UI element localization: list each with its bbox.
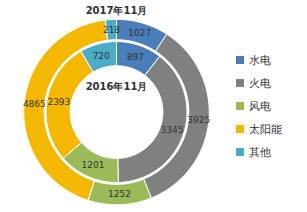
html-text:其他: 其他 (249, 145, 271, 159)
svg-text:1201: 1201 (82, 160, 105, 170)
svg-text:2393: 2393 (47, 97, 70, 107)
svg-text:218: 218 (103, 25, 120, 35)
svg-text:1027: 1027 (128, 28, 151, 38)
svg-text:2016年11月: 2016年11月 (86, 81, 148, 92)
svg-text:897: 897 (127, 52, 144, 62)
html-text:水电: 水电 (249, 53, 271, 67)
svg-text:2017年11月: 2017年11月 (86, 5, 148, 16)
svg-text:3925: 3925 (187, 115, 210, 125)
html-text:太阳能: 太阳能 (249, 122, 282, 136)
html-text:风电: 风电 (249, 99, 271, 113)
svg-text:3345: 3345 (161, 125, 184, 135)
svg-text:1252: 1252 (108, 189, 131, 199)
svg-text:4865: 4865 (23, 99, 46, 109)
html-text:火电: 火电 (249, 76, 271, 90)
svg-text:720: 720 (93, 51, 110, 61)
